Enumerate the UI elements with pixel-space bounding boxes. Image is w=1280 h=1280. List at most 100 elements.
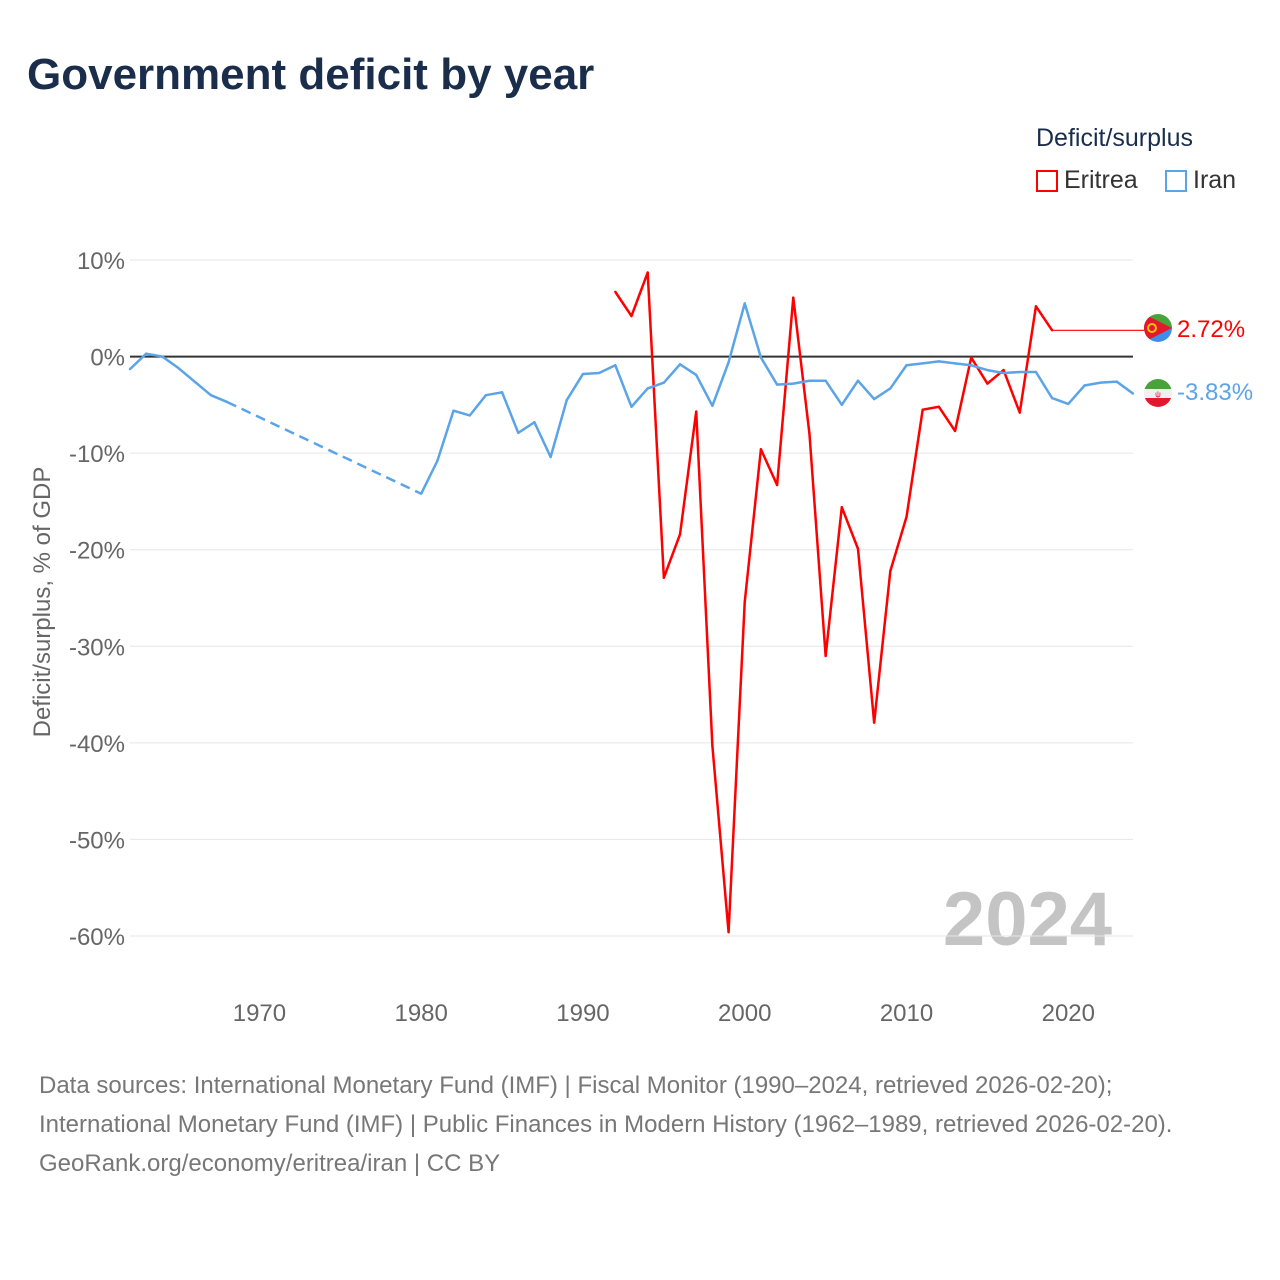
iran-point bbox=[549, 455, 552, 459]
x-tick-label: 1990 bbox=[556, 1000, 609, 1027]
x-tick-label: 2010 bbox=[880, 1000, 933, 1027]
iran-point bbox=[759, 356, 763, 359]
eritrea-point bbox=[1002, 368, 1005, 372]
iran-point bbox=[808, 379, 811, 382]
eritrea-point bbox=[953, 429, 957, 433]
iran-point bbox=[970, 364, 973, 367]
iran-point bbox=[953, 362, 957, 365]
iran-point bbox=[1115, 380, 1119, 383]
eritrea-point bbox=[840, 506, 844, 509]
iran-point bbox=[856, 379, 860, 382]
iran-point bbox=[1002, 371, 1005, 375]
eritrea-line bbox=[614, 271, 1054, 934]
eritrea-point bbox=[1034, 305, 1038, 308]
credit-link[interactable]: GeoRank.org/economy/eritrea/iran | CC BY bbox=[39, 1150, 501, 1177]
eritrea-point bbox=[970, 356, 973, 359]
eritrea-point bbox=[759, 448, 763, 451]
eritrea-flag-icon bbox=[1144, 314, 1172, 342]
chart-title: Government deficit by year bbox=[27, 50, 595, 99]
eritrea-point bbox=[743, 600, 746, 604]
eritrea-point bbox=[775, 483, 779, 487]
source-line-2: International Monetary Fund (IMF) | Publ… bbox=[39, 1111, 1173, 1138]
iran-point bbox=[937, 360, 941, 363]
iran-line bbox=[420, 302, 1134, 495]
y-tick-label: -40% bbox=[69, 731, 125, 758]
y-tick-label: 10% bbox=[77, 248, 125, 275]
iran-point bbox=[597, 371, 601, 375]
iran-point bbox=[1099, 381, 1102, 384]
iran-line bbox=[129, 352, 228, 404]
iran-point bbox=[792, 382, 795, 385]
eritrea-point bbox=[792, 296, 795, 299]
eritrea-point bbox=[662, 576, 666, 579]
eritrea-point bbox=[872, 721, 876, 724]
y-tick-label: -10% bbox=[69, 441, 125, 468]
y-tick-label: -60% bbox=[69, 924, 125, 951]
iran-point bbox=[743, 302, 746, 305]
y-tick-label: -30% bbox=[69, 634, 125, 661]
eritrea-point bbox=[630, 314, 633, 318]
iran-point bbox=[986, 368, 989, 372]
iran-point bbox=[468, 414, 471, 417]
eritrea-point bbox=[808, 432, 811, 436]
iran-point bbox=[711, 404, 714, 408]
iran-point bbox=[614, 364, 617, 367]
eritrea-point bbox=[905, 515, 908, 519]
iran-point bbox=[889, 387, 892, 390]
y-axis-label: Deficit/surplus, % of GDP bbox=[29, 467, 56, 738]
iran-point bbox=[419, 492, 423, 495]
iran-point bbox=[565, 398, 568, 402]
iran-point bbox=[1131, 392, 1135, 395]
eritrea-end-label: 2.72% bbox=[1177, 316, 1245, 343]
iran-point bbox=[144, 352, 148, 355]
iran-point bbox=[921, 362, 924, 365]
y-tick-label: -50% bbox=[69, 827, 125, 854]
iran-point bbox=[646, 387, 649, 390]
iran-point bbox=[500, 391, 504, 394]
y-tick-label: 0% bbox=[90, 345, 125, 372]
eritrea-point bbox=[711, 744, 714, 747]
x-tick-label: 2020 bbox=[1042, 1000, 1095, 1027]
iran-point bbox=[581, 372, 585, 376]
iran-point bbox=[193, 380, 196, 383]
svg-text:ψ: ψ bbox=[1155, 390, 1161, 399]
eritrea-point bbox=[695, 410, 698, 413]
eritrea-swatch-icon bbox=[1036, 169, 1058, 192]
iran-point bbox=[1018, 370, 1021, 374]
line-chart: 2024 10% 0% -10% -20% -30% -40% -50% -60% 1970 19… bbox=[29, 248, 1253, 1027]
legend-label-iran: Iran bbox=[1193, 166, 1237, 194]
iran-point bbox=[1050, 396, 1054, 400]
x-tick-label: 2000 bbox=[718, 1000, 771, 1027]
iran-point bbox=[630, 405, 633, 408]
iran-point bbox=[128, 367, 132, 371]
iran-point bbox=[1067, 402, 1070, 406]
eritrea-point bbox=[646, 271, 649, 274]
iran-point bbox=[452, 409, 455, 412]
iran-point bbox=[872, 397, 876, 401]
iran-swatch-icon bbox=[1165, 169, 1187, 192]
iran-point bbox=[484, 394, 488, 397]
eritrea-point bbox=[937, 405, 941, 408]
eritrea-point bbox=[824, 654, 827, 658]
legend-title: Deficit/surplus bbox=[1036, 124, 1193, 152]
legend-item-iran[interactable]: Iran bbox=[1165, 166, 1236, 195]
y-tick-label: -20% bbox=[69, 538, 125, 565]
source-notes: Data sources: International Monetary Fun… bbox=[39, 1066, 1239, 1183]
eritrea-point bbox=[889, 569, 892, 573]
iran-point bbox=[662, 381, 666, 384]
eritrea-point bbox=[727, 930, 730, 934]
eritrea-point bbox=[856, 547, 860, 550]
eritrea-point bbox=[921, 408, 924, 411]
x-tick-label: 1970 bbox=[233, 1000, 286, 1027]
iran-point bbox=[824, 379, 827, 382]
iran-end-label: -3.83% bbox=[1177, 379, 1253, 406]
eritrea-point bbox=[678, 533, 682, 536]
iran-point bbox=[1083, 384, 1086, 387]
iran-point bbox=[905, 364, 908, 367]
iran-flag-icon: ψ bbox=[1144, 379, 1172, 407]
eritrea-point bbox=[1018, 411, 1021, 414]
iran-point bbox=[775, 383, 779, 386]
legend-item-eritrea[interactable]: Eritrea bbox=[1036, 166, 1138, 195]
eritrea-point bbox=[986, 382, 989, 385]
year-watermark: 2024 bbox=[943, 877, 1112, 962]
